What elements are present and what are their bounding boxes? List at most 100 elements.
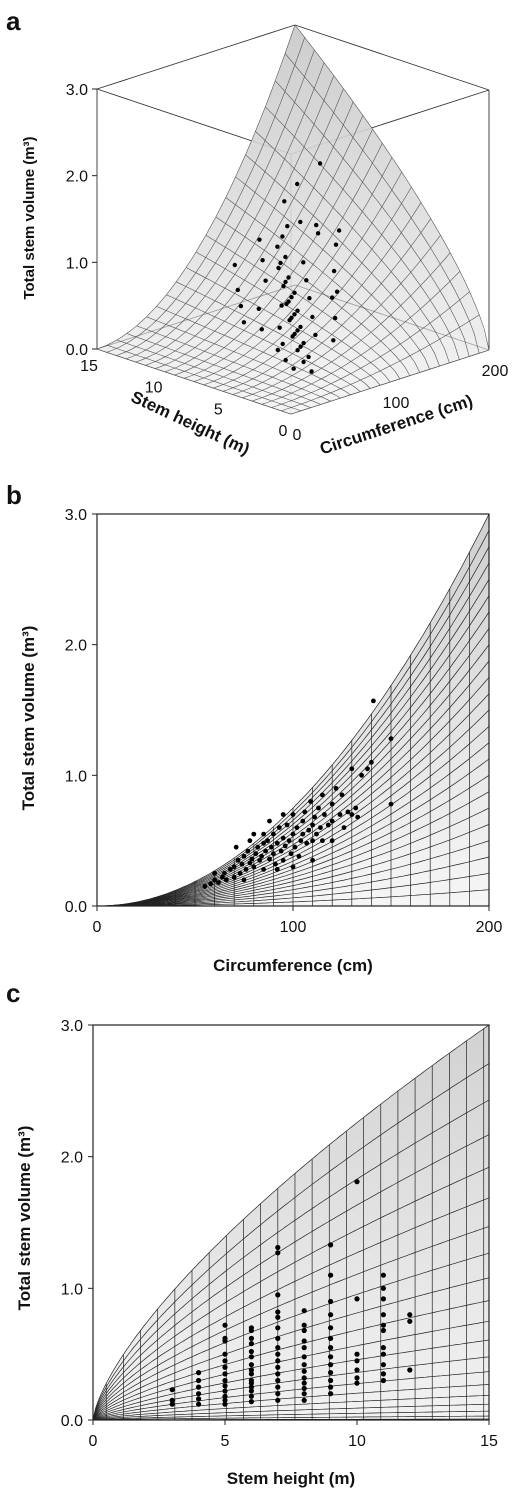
data-point xyxy=(261,840,266,846)
data-point xyxy=(280,835,286,841)
data-point xyxy=(302,809,308,815)
data-point xyxy=(308,799,313,804)
data-point xyxy=(328,1377,334,1384)
data-point xyxy=(245,848,251,854)
mesh-curve xyxy=(92,1197,490,1421)
data-point xyxy=(282,199,287,204)
data-point xyxy=(316,805,321,811)
data-point xyxy=(312,814,317,820)
data-point xyxy=(241,320,247,325)
data-point xyxy=(276,825,282,830)
data-point xyxy=(275,1325,281,1331)
panel-b-ylabel: Total stem volume (m³) xyxy=(19,626,38,811)
data-point xyxy=(301,1368,307,1374)
data-point xyxy=(222,1364,228,1370)
data-point xyxy=(295,181,300,187)
panel-c-xlabel: Stem height (m) xyxy=(227,1469,355,1488)
mesh-curve xyxy=(92,1300,490,1421)
data-point xyxy=(355,814,361,820)
mesh-curve xyxy=(92,1403,490,1421)
mesh-curve xyxy=(92,1356,490,1421)
data-point xyxy=(231,874,237,880)
data-point xyxy=(333,315,338,321)
data-point xyxy=(196,1391,202,1397)
data-point xyxy=(407,1312,413,1318)
data-point xyxy=(275,1358,281,1364)
data-point xyxy=(310,314,315,320)
data-point xyxy=(243,867,249,872)
data-point xyxy=(380,1322,386,1328)
x-tick-label: 100 xyxy=(280,919,307,936)
data-point xyxy=(333,242,339,247)
mesh-line xyxy=(274,80,470,357)
data-point xyxy=(295,328,300,333)
data-point xyxy=(251,831,257,837)
vol-tick-label: 1.0 xyxy=(66,255,88,272)
data-point xyxy=(216,880,221,885)
data-point xyxy=(275,1244,281,1251)
data-point xyxy=(271,851,276,857)
data-point xyxy=(208,881,214,887)
data-point xyxy=(267,856,272,862)
data-point xyxy=(275,347,280,353)
data-point xyxy=(298,324,303,330)
data-point xyxy=(275,1364,281,1370)
data-point xyxy=(263,848,268,854)
data-point xyxy=(407,1318,413,1324)
data-point xyxy=(320,838,325,844)
data-point xyxy=(298,344,303,349)
vol-tick-label: 3.0 xyxy=(66,82,88,99)
data-point xyxy=(212,877,218,883)
data-point xyxy=(328,1354,334,1360)
data-point xyxy=(248,1393,254,1399)
data-point xyxy=(336,228,342,233)
mesh-line xyxy=(235,176,430,370)
y-tick-label: 3.0 xyxy=(65,507,87,524)
data-point xyxy=(248,1371,254,1377)
data-point xyxy=(220,874,225,880)
data-point xyxy=(300,818,306,824)
data-point xyxy=(261,867,266,872)
data-point xyxy=(328,1345,334,1351)
data-point xyxy=(309,369,314,374)
data-point xyxy=(369,759,374,765)
data-point xyxy=(292,290,297,295)
data-point xyxy=(271,831,276,837)
y-tick-label: 1.0 xyxy=(65,768,87,785)
data-point xyxy=(380,1371,386,1377)
data-point xyxy=(275,1345,281,1351)
data-point xyxy=(255,844,261,850)
data-point xyxy=(330,295,335,300)
x-tick-label: 15 xyxy=(480,1433,498,1450)
data-point xyxy=(333,786,339,791)
data-point xyxy=(301,1327,307,1334)
circ-tick-label: 0 xyxy=(293,427,302,444)
data-point xyxy=(328,1362,334,1368)
data-point xyxy=(280,857,286,863)
data-point xyxy=(279,303,284,308)
data-point xyxy=(256,306,261,311)
data-point xyxy=(274,840,280,846)
data-point xyxy=(292,844,298,850)
data-point xyxy=(328,1335,334,1341)
data-point xyxy=(301,1322,307,1328)
panel-a-ylabel: Total stem volume (m³) xyxy=(21,136,38,299)
data-point xyxy=(328,1325,334,1331)
data-point xyxy=(169,1397,175,1403)
data-point xyxy=(354,1351,360,1357)
data-point xyxy=(301,1397,307,1403)
mesh-line xyxy=(284,53,480,354)
y-tick-label: 2.0 xyxy=(65,638,87,655)
data-point xyxy=(169,1401,175,1407)
data-point xyxy=(380,1362,386,1368)
y-tick-label: 3.0 xyxy=(61,1018,83,1035)
data-point xyxy=(301,1391,307,1397)
data-point xyxy=(253,851,259,857)
mesh-line xyxy=(176,281,371,389)
mesh-line xyxy=(205,234,401,379)
data-point xyxy=(260,258,265,263)
data-point xyxy=(222,1371,228,1377)
data-point xyxy=(354,1375,360,1381)
height-tick-label: 10 xyxy=(145,380,163,397)
